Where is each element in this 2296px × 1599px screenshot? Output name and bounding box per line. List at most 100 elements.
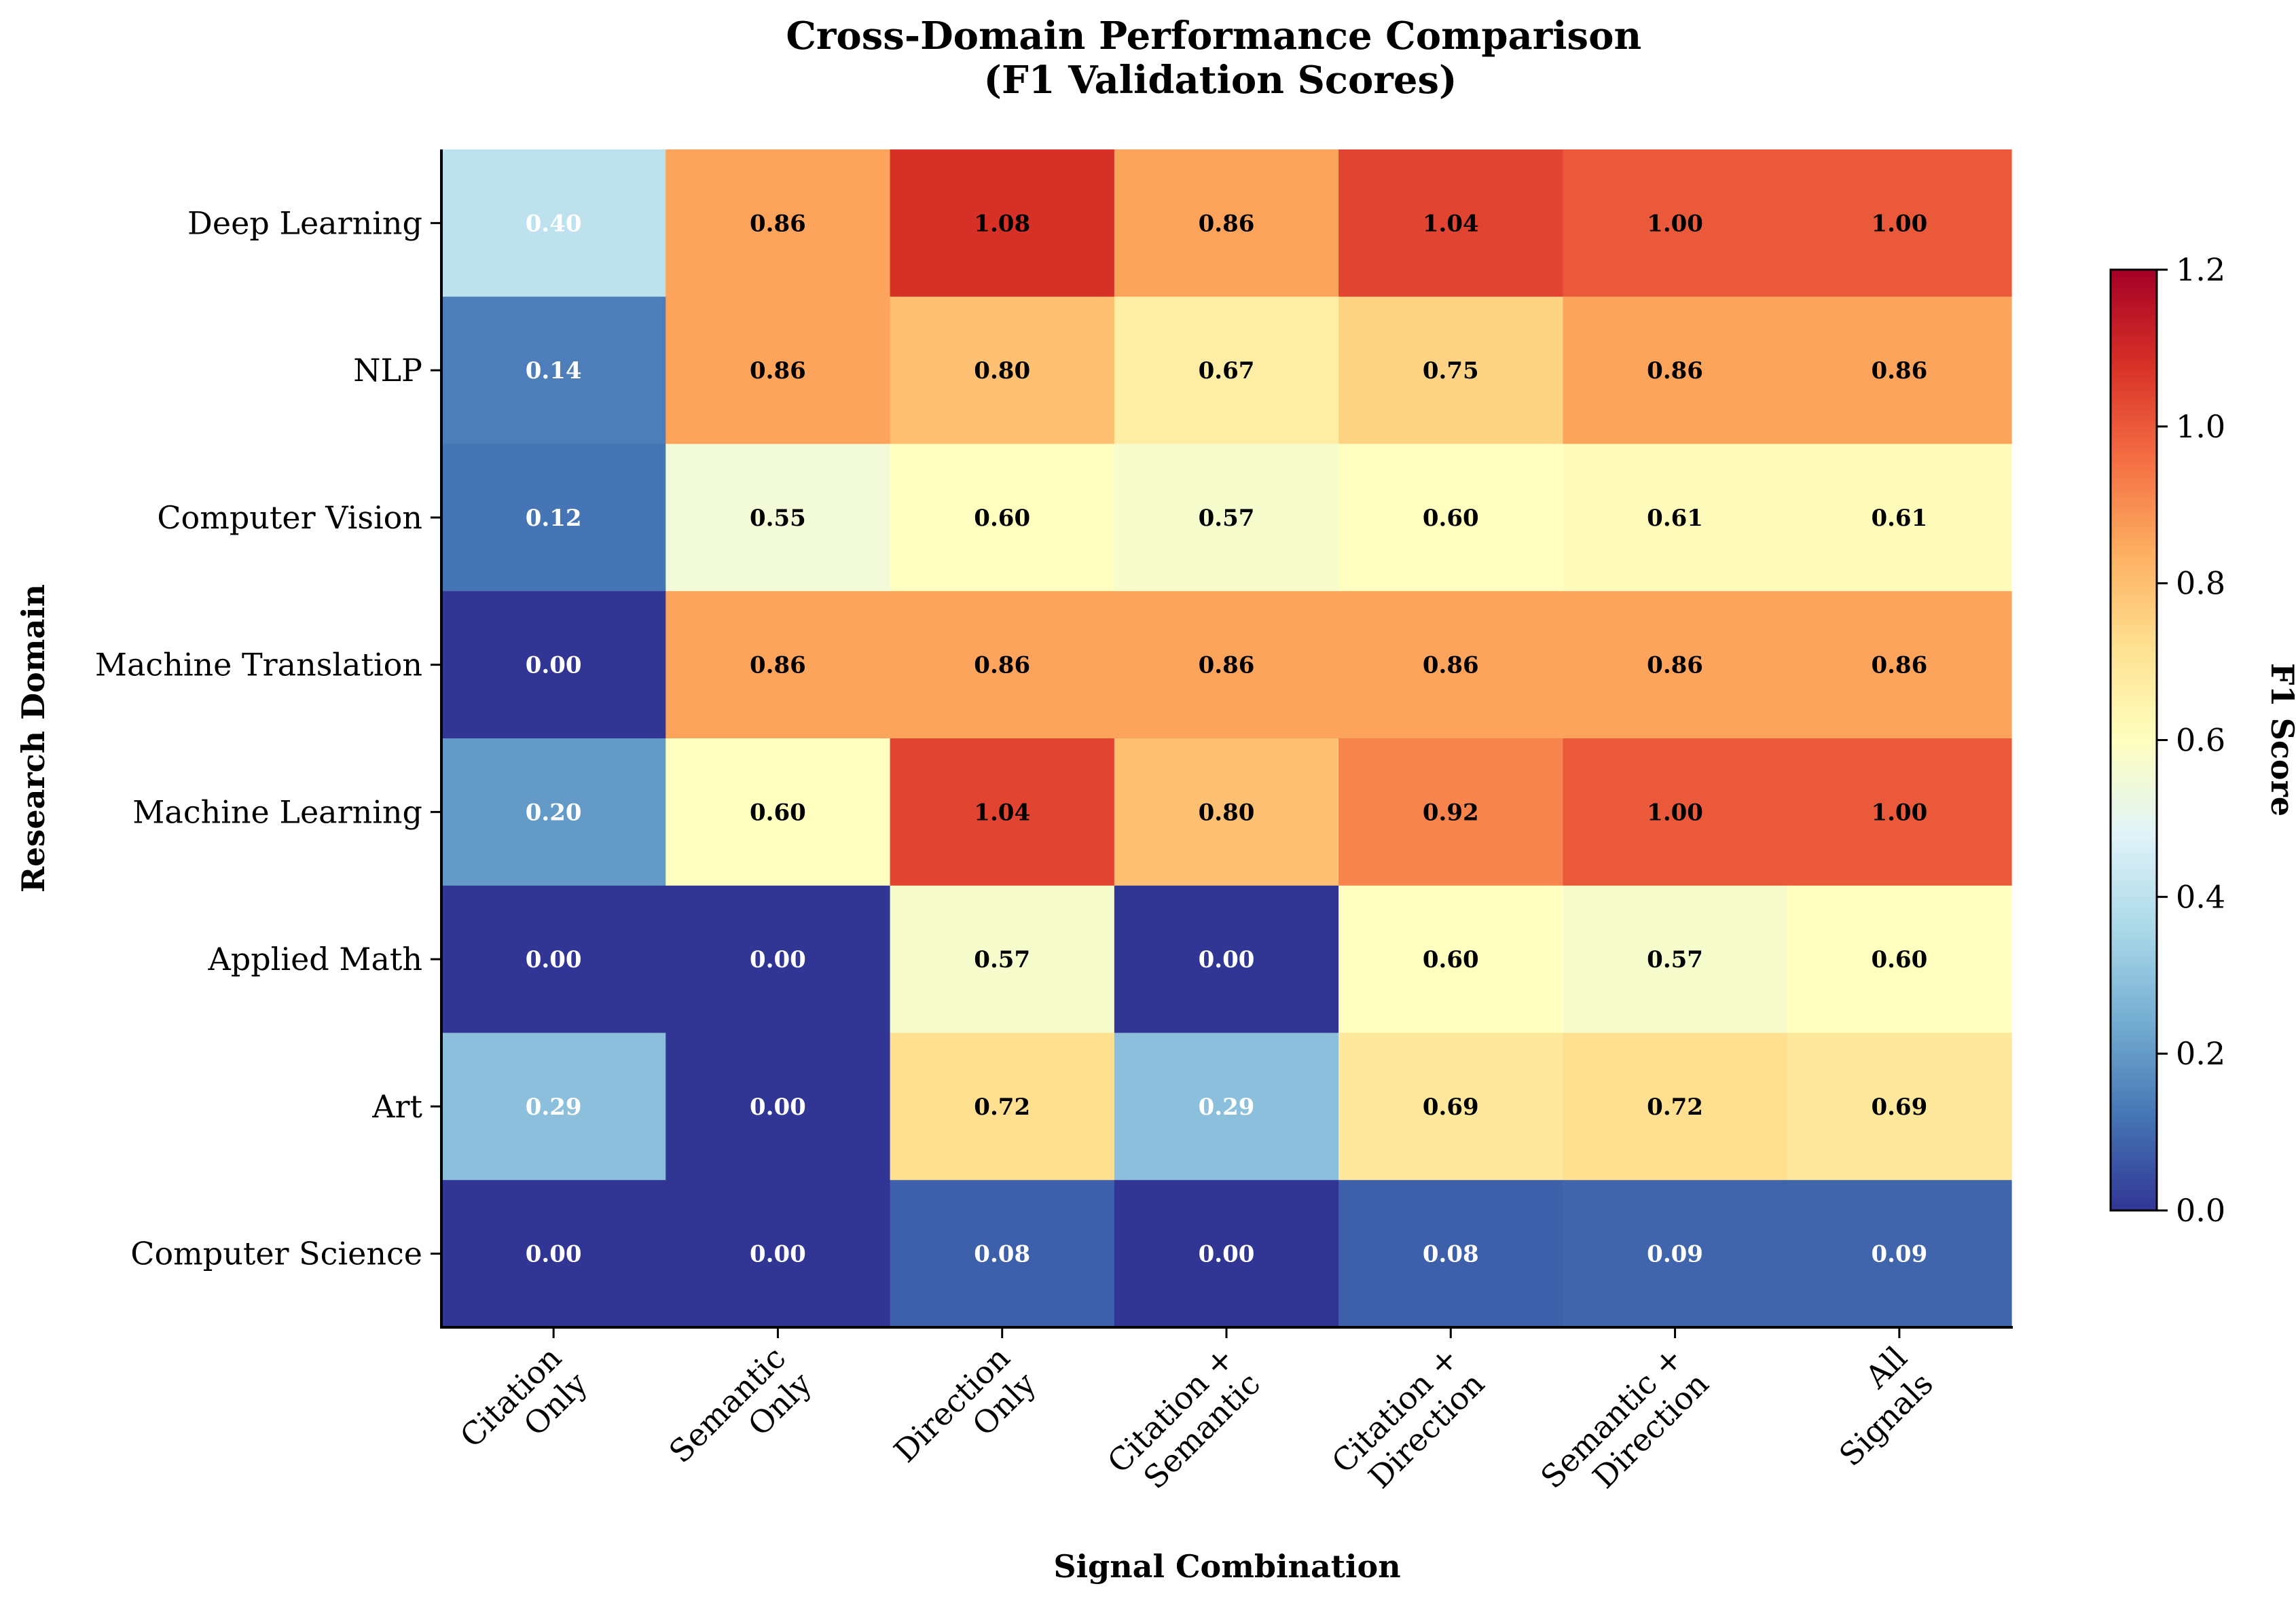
heatmap-cell (1563, 296, 1788, 445)
cell-value-label: 0.75 (1423, 357, 1479, 384)
y-tick-label: Deep Learning (187, 204, 422, 241)
cell-value-label: 0.86 (1871, 357, 1927, 384)
heatmap-cell (1787, 149, 2012, 298)
cell-value-label: 0.61 (1647, 505, 1703, 532)
y-tick-label: Machine Learning (132, 793, 422, 830)
heatmap-cell (1563, 1032, 1788, 1181)
cell-value-label: 0.86 (750, 210, 806, 237)
heatmap-cell (1787, 1032, 2012, 1181)
heatmap-cell (1114, 444, 1339, 592)
heatmap-cell (1787, 885, 2012, 1034)
y-axis-title: Research Domain (15, 584, 52, 893)
heatmap-cell (666, 885, 891, 1034)
x-tick-label: CitationOnly (453, 1340, 594, 1481)
heatmap-cell (441, 1180, 666, 1328)
y-tick-label: Computer Vision (157, 499, 422, 536)
cell-value-label: 0.86 (1199, 210, 1255, 237)
cell-value-label: 1.00 (1647, 210, 1703, 237)
heatmap-cell (890, 296, 1115, 445)
cell-value-label: 0.60 (974, 505, 1030, 532)
heatmap-cell (1338, 591, 1564, 739)
heatmap-cell (1114, 1032, 1339, 1181)
cell-value-label: 0.86 (1647, 652, 1703, 679)
y-tick-label: Machine Translation (95, 647, 422, 683)
heatmap-cell (666, 738, 891, 886)
cell-value-label: 0.55 (750, 505, 806, 532)
cell-value-label: 0.60 (1423, 505, 1479, 532)
cell-value-label: 0.00 (1199, 1241, 1255, 1268)
heatmap-cell (890, 1032, 1115, 1181)
cell-value-label: 0.69 (1871, 1094, 1927, 1121)
y-tick-label: Computer Science (130, 1236, 422, 1272)
cell-value-label: 0.86 (1871, 652, 1927, 679)
heatmap-cell (1338, 149, 1564, 298)
cell-value-label: 0.29 (526, 1094, 582, 1121)
heatmap-cell (666, 444, 891, 592)
cell-value-label: 0.61 (1871, 505, 1927, 532)
cell-value-label: 0.09 (1871, 1241, 1927, 1268)
colorbar-title: F1 Score (2264, 663, 2296, 816)
x-axis-ticks: CitationOnly SemanticOnly DirectionOnly Cit… (453, 1327, 1940, 1522)
cell-value-label: 0.80 (1199, 799, 1255, 826)
colorbar-tick-label: 0.2 (2176, 1035, 2225, 1072)
heatmap-cell (1787, 591, 2012, 739)
cell-value-label: 0.86 (974, 652, 1030, 679)
colorbar-ticks: 0.0 0.2 0.4 0.6 0.8 1.0 1.2 (2157, 251, 2225, 1229)
heatmap-cell (1338, 1180, 1564, 1328)
cell-value-label: 0.08 (1423, 1241, 1479, 1268)
cell-value-label: 0.86 (1647, 357, 1703, 384)
colorbar-tick-label: 0.4 (2176, 878, 2225, 915)
colorbar-tick-label: 0.6 (2176, 722, 2225, 759)
heatmap-cell (1114, 591, 1339, 739)
y-tick-label: Art (371, 1088, 422, 1125)
cell-value-label: 0.00 (750, 1241, 806, 1268)
cell-value-label: 0.57 (974, 946, 1030, 973)
heatmap-cell (1338, 444, 1564, 592)
cell-value-label: 0.86 (1199, 652, 1255, 679)
cell-value-label: 0.92 (1423, 799, 1479, 826)
cell-value-label: 0.67 (1199, 357, 1255, 384)
cell-value-label: 0.00 (750, 1094, 806, 1121)
heatmap-cells (441, 149, 2012, 1328)
cell-value-label: 0.69 (1423, 1094, 1479, 1121)
heatmap-cell (441, 444, 666, 592)
heatmap-cell (890, 444, 1115, 592)
heatmap-cell (890, 1180, 1115, 1328)
heatmap-cell (1338, 296, 1564, 445)
x-axis-title: Signal Combination (1053, 1548, 1400, 1585)
heatmap-cell (441, 591, 666, 739)
heatmap-cell (441, 885, 666, 1034)
cell-value-label: 0.60 (1871, 946, 1927, 973)
heatmap-cell (1114, 885, 1339, 1034)
cell-value-label: 0.60 (750, 799, 806, 826)
cell-value-label: 0.12 (526, 505, 582, 532)
chart-title: Cross-Domain Performance Comparison (F1 … (786, 14, 1654, 103)
heatmap-cell (890, 885, 1115, 1034)
cell-value-label: 0.60 (1423, 946, 1479, 973)
heatmap-cell-labels: 0.40 0.86 1.08 0.86 1.04 1.00 1.00 0.14 0.86 0.80… (526, 210, 1928, 1268)
heatmap-cell (441, 1032, 666, 1181)
heatmap-cell (1563, 885, 1788, 1034)
cell-value-label: 1.00 (1871, 210, 1927, 237)
cell-value-label: 1.00 (1871, 799, 1927, 826)
heatmap-cell (1114, 296, 1339, 445)
cell-value-label: 0.08 (974, 1241, 1030, 1268)
cell-value-label: 0.00 (526, 946, 582, 973)
y-tick-label: Applied Math (208, 941, 422, 977)
cell-value-label: 0.09 (1647, 1241, 1703, 1268)
x-tick-label: Semantic +Direction (1533, 1340, 1715, 1522)
heatmap-cell (666, 591, 891, 739)
x-tick-label: Citation +Semantic (1100, 1340, 1267, 1507)
colorbar-tick-label: 1.0 (2176, 408, 2225, 445)
y-axis-ticks: Deep Learning NLP Computer Vision Machine T… (95, 204, 441, 1272)
cell-value-label: 0.86 (750, 357, 806, 384)
cell-value-label: 0.00 (1199, 946, 1255, 973)
cell-value-label: 0.72 (1647, 1094, 1703, 1121)
cell-value-label: 0.00 (526, 652, 582, 679)
cell-value-label: 0.57 (1647, 946, 1703, 973)
heatmap-cell (890, 149, 1115, 298)
heatmap-cell (1563, 149, 1788, 298)
x-tick-label: AllSignals (1806, 1340, 1940, 1473)
heatmap-cell (1787, 296, 2012, 445)
